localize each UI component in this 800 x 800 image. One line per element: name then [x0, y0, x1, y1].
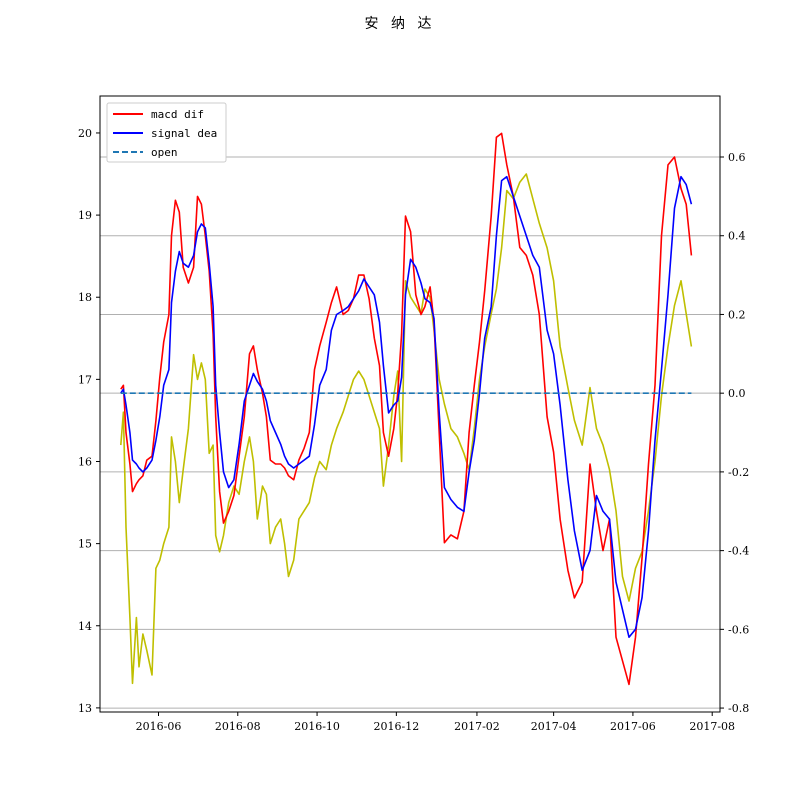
- y-right-tick-label: 0.6: [728, 151, 746, 164]
- y-right-tick-label: 0.2: [728, 308, 746, 321]
- x-tick-label: 2017-02: [454, 720, 500, 733]
- y-axis-left: 13 14 15 16 17 18 19 20: [78, 127, 100, 715]
- y-right-tick-label: -0.2: [728, 466, 749, 479]
- x-tick-label: 2016-06: [136, 720, 182, 733]
- x-tick-label: 2017-08: [689, 720, 735, 733]
- y-right-tick-label: -0.8: [728, 702, 749, 715]
- chart-title: 安 纳 达: [365, 16, 436, 32]
- legend-label-open: open: [151, 146, 178, 159]
- y-left-tick-label: 16: [78, 455, 92, 468]
- legend-label-macd-dif: macd dif: [151, 108, 204, 121]
- x-tick-label: 2016-12: [373, 720, 419, 733]
- y-right-tick-label: 0.0: [728, 387, 746, 400]
- series-line-signal-dea: [120, 175, 693, 639]
- legend: macd dif signal dea open: [106, 102, 227, 163]
- y-right-tick-label: -0.4: [728, 545, 749, 558]
- x-axis: 2016-06 2016-08 2016-10 2016-12 2017-02 2017-…: [136, 712, 735, 733]
- y-left-tick-label: 19: [78, 209, 92, 222]
- y-left-tick-label: 18: [78, 291, 92, 304]
- series-layer: [120, 132, 693, 686]
- y-left-tick-label: 14: [78, 620, 92, 633]
- plot-frame: [99, 95, 721, 713]
- y-axis-right: -0.8 -0.6 -0.4 -0.2 0.0 0.2 0.4 0.6: [720, 151, 749, 715]
- y-left-tick-label: 17: [78, 373, 92, 386]
- legend-box: [106, 102, 227, 163]
- x-tick-label: 2017-06: [610, 720, 656, 733]
- legend-label-signal-dea: signal dea: [151, 127, 217, 140]
- x-tick-label: 2017-04: [531, 720, 577, 733]
- y-left-tick-label: 20: [78, 127, 92, 140]
- y-right-tick-label: 0.4: [728, 230, 746, 243]
- x-tick-label: 2016-10: [294, 720, 340, 733]
- y-right-tick-label: -0.6: [728, 623, 749, 636]
- y-left-tick-label: 13: [78, 702, 92, 715]
- x-tick-label: 2016-08: [215, 720, 261, 733]
- y-left-tick-label: 15: [78, 538, 92, 551]
- series-line-open: [120, 173, 693, 685]
- series-line-macd-dif: [120, 132, 693, 686]
